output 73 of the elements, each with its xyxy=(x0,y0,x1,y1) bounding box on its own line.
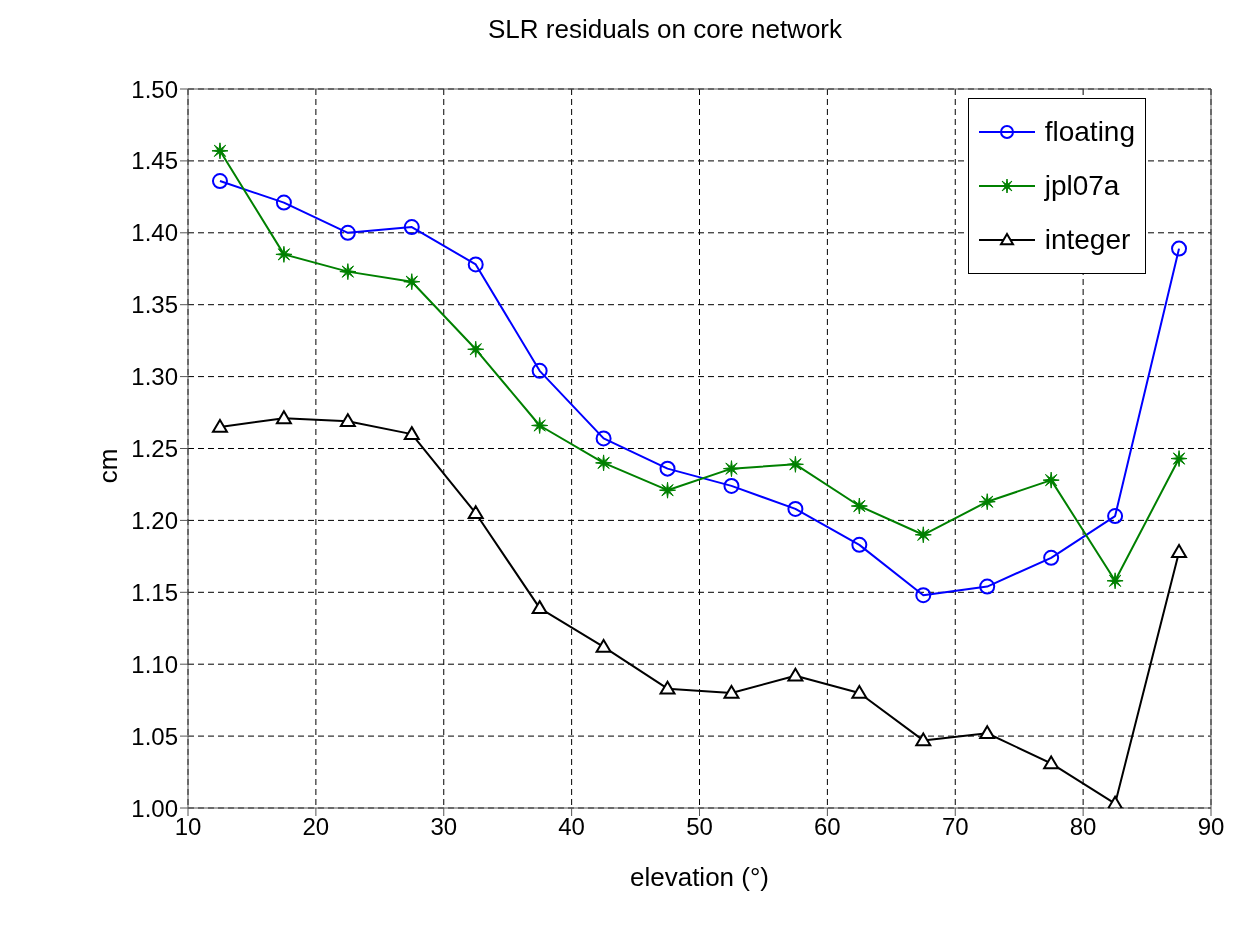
legend-label: floating xyxy=(1044,116,1135,148)
point xyxy=(787,500,804,517)
y-tick-label: 1.15 xyxy=(131,578,178,606)
x-tick-label: 40 xyxy=(558,813,585,841)
point xyxy=(211,418,228,433)
x-tick-label: 60 xyxy=(814,813,841,841)
point xyxy=(531,600,548,615)
x-tick-label: 80 xyxy=(1069,813,1097,841)
y-tick-label: 1.40 xyxy=(131,219,178,247)
y-tick-label: 1.25 xyxy=(131,435,178,463)
point xyxy=(595,454,613,472)
legend-label: jpl07a xyxy=(1044,170,1120,202)
point xyxy=(1043,549,1060,566)
point xyxy=(851,684,868,699)
chart-title: SLR residuals on core network xyxy=(486,14,844,45)
point xyxy=(339,413,356,428)
point xyxy=(595,638,612,653)
point xyxy=(979,578,996,595)
point xyxy=(275,245,293,263)
point xyxy=(403,219,420,236)
point xyxy=(914,526,932,544)
point xyxy=(403,426,420,441)
point xyxy=(851,536,868,553)
x-tick-label: 90 xyxy=(1197,813,1225,841)
point xyxy=(1043,755,1060,770)
point xyxy=(850,497,868,515)
y-tick-label: 1.05 xyxy=(131,722,178,750)
x-tick-label: 50 xyxy=(686,813,713,841)
point xyxy=(1107,508,1124,525)
point xyxy=(1042,471,1060,489)
point xyxy=(467,256,484,273)
x-tick-label: 70 xyxy=(941,813,969,841)
point xyxy=(659,481,677,499)
y-axis-title: cm xyxy=(93,448,124,484)
point xyxy=(467,505,484,520)
point xyxy=(339,263,357,281)
point xyxy=(1107,795,1124,808)
y-tick-label: 1.50 xyxy=(131,75,178,103)
y-tick-label: 1.20 xyxy=(131,506,178,534)
y-tick-label: 1.10 xyxy=(131,650,178,678)
y-tick-label: 1.30 xyxy=(131,363,178,391)
point xyxy=(978,493,996,511)
point xyxy=(723,477,740,494)
point xyxy=(787,667,804,682)
point xyxy=(915,587,932,604)
point xyxy=(531,362,548,379)
point xyxy=(467,340,485,358)
point xyxy=(915,732,932,747)
point xyxy=(979,725,996,740)
point xyxy=(1171,544,1188,558)
point xyxy=(275,194,292,211)
point xyxy=(339,224,356,241)
x-tick-label: 30 xyxy=(430,813,458,841)
point xyxy=(1106,572,1124,590)
y-tick-label: 1.45 xyxy=(131,147,178,175)
point xyxy=(723,684,740,699)
legend-label: integer xyxy=(1044,224,1131,256)
point xyxy=(531,416,549,434)
point xyxy=(595,430,612,447)
x-axis-title: elevation (°) xyxy=(629,862,770,893)
point xyxy=(211,173,228,190)
y-tick-label: 1.35 xyxy=(131,291,178,319)
x-tick-label: 20 xyxy=(302,813,330,841)
point xyxy=(403,273,421,291)
point xyxy=(659,680,676,695)
point xyxy=(1171,240,1188,257)
point xyxy=(211,142,229,160)
point xyxy=(722,460,740,478)
point xyxy=(275,410,292,425)
y-tick-label: 1.00 xyxy=(131,794,178,822)
point xyxy=(659,460,676,477)
point xyxy=(786,455,804,473)
point xyxy=(1170,450,1188,468)
